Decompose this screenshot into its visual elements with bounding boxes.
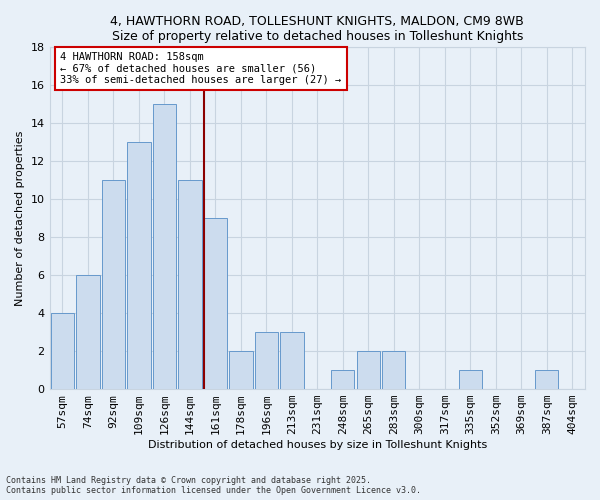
X-axis label: Distribution of detached houses by size in Tolleshunt Knights: Distribution of detached houses by size … [148,440,487,450]
Bar [101,180,125,389]
Bar [203,218,227,389]
Bar [178,180,202,389]
Bar [50,313,74,389]
Bar [382,351,406,389]
Bar [356,351,380,389]
Text: Contains HM Land Registry data © Crown copyright and database right 2025.
Contai: Contains HM Land Registry data © Crown c… [6,476,421,495]
Title: 4, HAWTHORN ROAD, TOLLESHUNT KNIGHTS, MALDON, CM9 8WB
Size of property relative : 4, HAWTHORN ROAD, TOLLESHUNT KNIGHTS, MA… [110,15,524,43]
Bar [280,332,304,389]
Bar [152,104,176,389]
Bar [458,370,482,389]
Bar [331,370,355,389]
Bar [127,142,151,389]
Bar [76,275,100,389]
Bar [535,370,559,389]
Y-axis label: Number of detached properties: Number of detached properties [15,130,25,306]
Text: 4 HAWTHORN ROAD: 158sqm
← 67% of detached houses are smaller (56)
33% of semi-de: 4 HAWTHORN ROAD: 158sqm ← 67% of detache… [60,52,341,86]
Bar [254,332,278,389]
Bar [229,351,253,389]
